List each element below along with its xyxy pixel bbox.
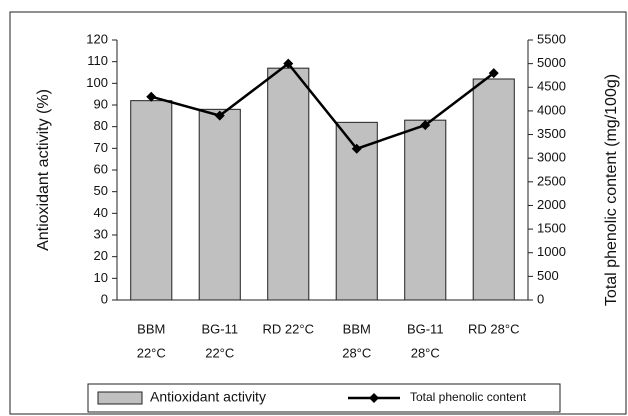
y2-tick-label: 2500 — [537, 173, 566, 188]
y-tick-label: 120 — [86, 31, 108, 46]
legend-label: Total phenolic content — [410, 390, 527, 404]
y-tick-label: 50 — [94, 183, 108, 198]
y-tick-label: 10 — [94, 270, 108, 285]
y-axis-label: Antioxidant activity (%) — [35, 89, 52, 251]
marker — [214, 110, 225, 121]
legend-marker — [369, 393, 379, 403]
y-tick-label: 90 — [94, 96, 108, 111]
legend-swatch — [97, 391, 143, 405]
y-tick-label: 40 — [94, 205, 108, 220]
bar — [267, 67, 310, 301]
y2-tick-label: 500 — [537, 268, 559, 283]
line — [150, 61, 495, 151]
y2-tick-label: 4500 — [537, 79, 566, 94]
bar — [198, 108, 241, 301]
y-tick-label: 60 — [94, 161, 108, 176]
x-tick-label: BBM — [343, 321, 371, 336]
legend-label: Antioxidant activity — [150, 389, 266, 405]
x-tick-label: 28°C — [342, 345, 371, 360]
marker — [488, 68, 499, 79]
y2-tick-label: 2000 — [537, 197, 566, 212]
x-tick-label: 28°C — [411, 345, 440, 360]
x-tick-label: BG-11 — [201, 321, 238, 336]
marker — [351, 143, 362, 154]
y2-tick-label: 1500 — [537, 221, 566, 236]
y-tick-label: 70 — [94, 140, 108, 155]
y-tick-label: 110 — [87, 53, 108, 68]
y-tick-label: 80 — [94, 118, 108, 133]
bar — [404, 119, 447, 301]
y2-tick-label: 4000 — [537, 102, 566, 117]
x-tick-label: BG-11 — [407, 321, 444, 336]
chart-frame — [9, 11, 627, 415]
y2-tick-label: 5500 — [537, 31, 566, 46]
y2-tick-label: 0 — [537, 291, 544, 306]
marker — [146, 91, 157, 102]
legend-box — [87, 383, 561, 413]
y-tick-label: 20 — [94, 248, 108, 263]
x-tick-label: 22°C — [137, 345, 166, 360]
bar — [472, 78, 515, 301]
x-tick-label: 22°C — [205, 345, 234, 360]
x-tick-label: BBM — [137, 321, 165, 336]
y-tick-label: 30 — [94, 226, 108, 241]
y-tick-label: 100 — [86, 75, 108, 90]
y-tick-label: 0 — [101, 291, 108, 306]
y2-tick-label: 3500 — [537, 126, 566, 141]
marker — [283, 58, 294, 69]
y2-tick-label: 3000 — [537, 150, 566, 165]
bar — [130, 100, 173, 301]
y2-tick-label: 1000 — [537, 244, 566, 259]
y2-tick-label: 5000 — [537, 55, 566, 70]
x-tick-label: RD 28°C — [468, 321, 519, 336]
y2-axis-label: Total phenolic content (mg/100g) — [603, 74, 620, 306]
x-tick-label: RD 22°C — [263, 321, 314, 336]
marker — [420, 120, 431, 131]
